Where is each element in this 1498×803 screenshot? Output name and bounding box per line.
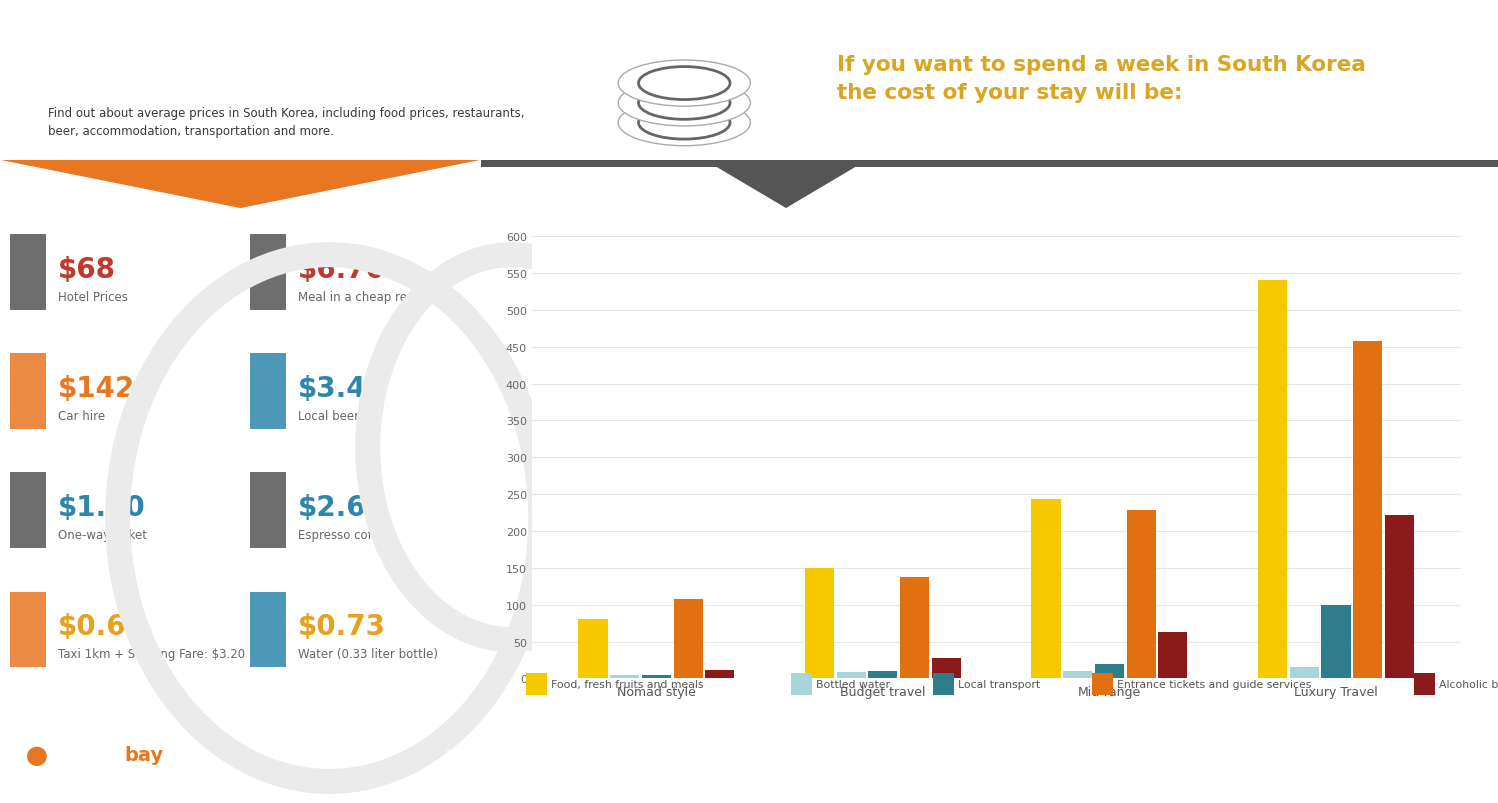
Text: $0.66: $0.66 <box>58 612 145 640</box>
Text: bay: bay <box>124 745 163 764</box>
Text: $2.60: $2.60 <box>298 493 386 521</box>
Text: Prices in South Korea: Prices in South Korea <box>48 50 369 75</box>
Bar <box>610 675 640 679</box>
Text: Water (0.33 liter bottle): Water (0.33 liter bottle) <box>298 647 437 660</box>
Bar <box>1384 516 1414 679</box>
Polygon shape <box>704 161 867 209</box>
Bar <box>1258 281 1287 679</box>
FancyBboxPatch shape <box>250 235 286 311</box>
Bar <box>578 620 608 679</box>
FancyBboxPatch shape <box>481 161 1498 209</box>
FancyBboxPatch shape <box>250 354 286 430</box>
Bar <box>932 658 960 679</box>
Text: Bottled water: Bottled water <box>816 679 890 690</box>
Bar <box>900 577 929 679</box>
FancyBboxPatch shape <box>933 674 954 695</box>
Text: Alcoholic beverages: Alcoholic beverages <box>1438 679 1498 690</box>
Text: Local beer: Local beer <box>298 410 360 422</box>
Text: Find out about average prices in South Korea, including food prices, restaurants: Find out about average prices in South K… <box>48 107 524 138</box>
Text: Entrance tickets and guide services: Entrance tickets and guide services <box>1118 679 1311 690</box>
Text: $0.73: $0.73 <box>298 612 386 640</box>
Text: ⬤: ⬤ <box>25 745 48 764</box>
FancyBboxPatch shape <box>9 592 45 667</box>
Text: $6.70: $6.70 <box>298 255 386 283</box>
Bar <box>1290 667 1318 679</box>
FancyBboxPatch shape <box>1092 674 1113 695</box>
Text: hikers: hikers <box>49 745 117 764</box>
Bar <box>1064 671 1092 679</box>
Bar <box>1095 664 1124 679</box>
Text: Local transport: Local transport <box>959 679 1041 690</box>
FancyBboxPatch shape <box>9 235 45 311</box>
Bar <box>674 599 703 679</box>
FancyBboxPatch shape <box>9 473 45 548</box>
Bar <box>804 569 834 679</box>
Bar <box>1032 499 1061 679</box>
Bar <box>1158 632 1188 679</box>
FancyBboxPatch shape <box>9 354 45 430</box>
Ellipse shape <box>619 80 750 127</box>
Bar <box>836 673 866 679</box>
Bar <box>1126 511 1156 679</box>
Text: Car hire: Car hire <box>58 410 105 422</box>
Text: This infographics was created by the hikersbay.com team. It is available under a: This infographics was created by the hik… <box>446 748 1052 761</box>
Bar <box>1353 341 1383 679</box>
Text: Taxi 1km + Starting Fare: $3.20: Taxi 1km + Starting Fare: $3.20 <box>58 647 244 660</box>
FancyBboxPatch shape <box>250 592 286 667</box>
Polygon shape <box>0 161 481 209</box>
Text: $3.40: $3.40 <box>298 374 386 402</box>
Text: $142: $142 <box>58 374 135 402</box>
Ellipse shape <box>619 61 750 107</box>
FancyBboxPatch shape <box>526 674 547 695</box>
Text: Meal in a cheap restaurant: Meal in a cheap restaurant <box>298 291 457 304</box>
Text: Food, fresh fruits and meals: Food, fresh fruits and meals <box>551 679 704 690</box>
Bar <box>641 675 671 679</box>
Text: Espresso coffee: Espresso coffee <box>298 528 391 541</box>
Text: Hotel Prices: Hotel Prices <box>58 291 127 304</box>
Text: One-way ticket: One-way ticket <box>58 528 147 541</box>
Ellipse shape <box>619 100 750 146</box>
Bar <box>1321 605 1351 679</box>
Text: $68: $68 <box>58 255 115 283</box>
Bar <box>869 671 897 679</box>
FancyBboxPatch shape <box>791 674 812 695</box>
Text: If you want to spend a week in South Korea
the cost of your stay will be:: If you want to spend a week in South Kor… <box>837 55 1366 103</box>
FancyBboxPatch shape <box>1414 674 1435 695</box>
Polygon shape <box>481 161 1498 168</box>
FancyBboxPatch shape <box>250 473 286 548</box>
Text: $1.10: $1.10 <box>58 493 145 521</box>
Bar <box>706 670 734 679</box>
